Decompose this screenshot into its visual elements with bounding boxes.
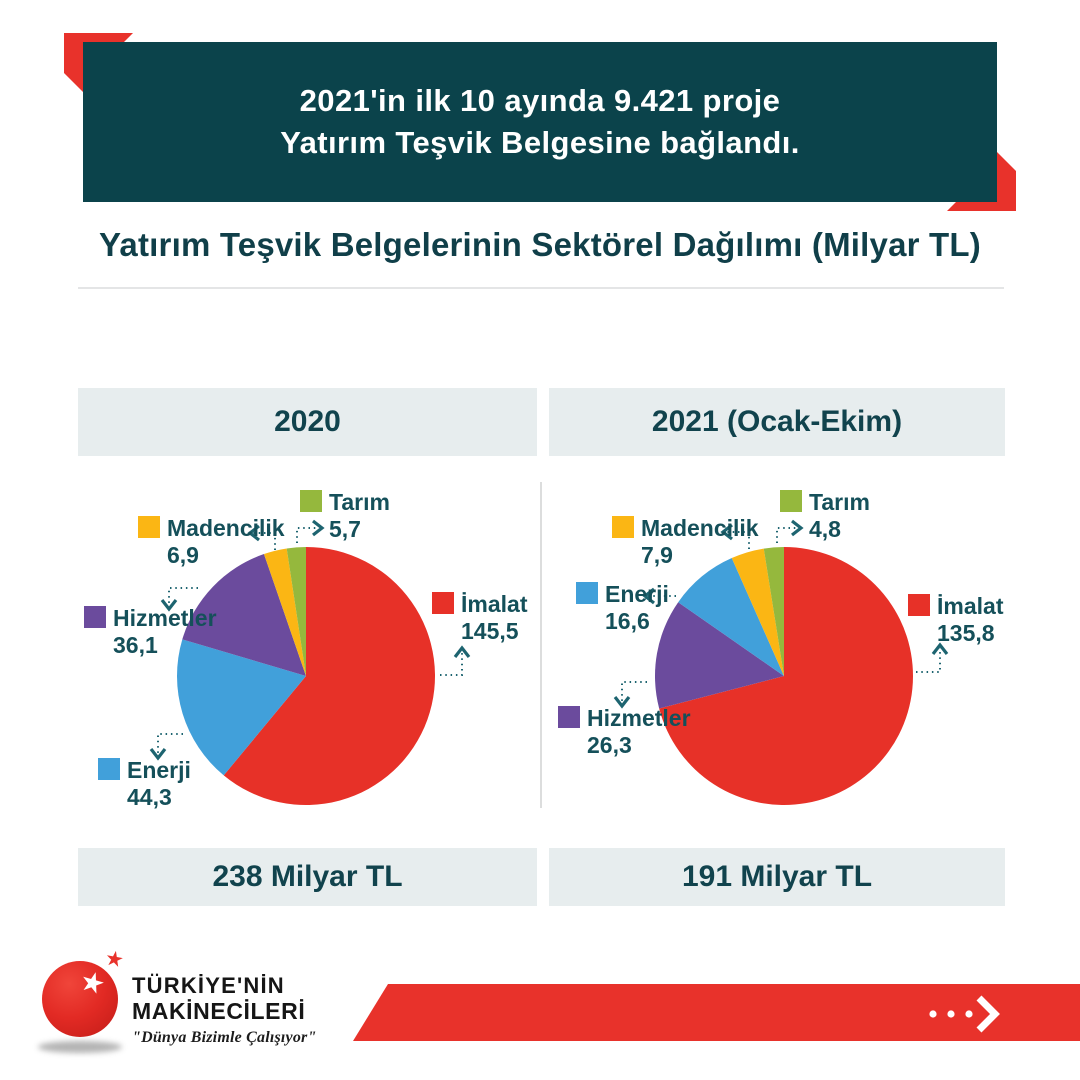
pie-label-tarim: Tarım 4,8 <box>780 490 870 541</box>
legend-swatch-hizmetler <box>84 606 106 628</box>
slice-name: İmalat <box>461 591 528 617</box>
pie-chart-2021 <box>613 519 949 805</box>
brand-lockup: TÜRKİYE'NİN MAKİNECİLERİ "Dünya Bizimle … <box>132 975 317 1047</box>
legend-swatch-tarim <box>780 490 802 512</box>
slice-value: 6,9 <box>167 542 199 569</box>
legend-swatch-imalat <box>908 594 930 616</box>
pie-label-hizmetler: Hizmetler 36,1 <box>84 606 217 657</box>
slice-name: Tarım <box>329 489 390 515</box>
chart-panel-2020: Tarım 5,7 Madencilik 6,9 Hizmetler 36,1 … <box>78 460 538 850</box>
total-2020: 238 Milyar TL <box>78 848 537 906</box>
legend-swatch-madencilik <box>138 516 160 538</box>
pie-label-hizmetler: Hizmetler 26,3 <box>558 706 691 757</box>
pie-slice-tarım <box>763 547 784 676</box>
slice-name: Enerji <box>605 581 669 607</box>
leader-line <box>440 645 471 676</box>
pie-label-enerji: Enerji 16,6 <box>576 582 669 633</box>
pie-slice-tarım <box>286 547 306 676</box>
pie-slice-enerji <box>678 558 784 676</box>
slice-value: 26,3 <box>587 732 632 759</box>
total-2021: 191 Milyar TL <box>549 848 1005 906</box>
panel-divider <box>540 482 542 808</box>
slice-value: 5,7 <box>329 516 361 543</box>
slice-value: 16,6 <box>605 608 650 635</box>
legend-swatch-tarim <box>300 490 322 512</box>
leader-line <box>613 681 647 709</box>
brand-logo-circle <box>42 961 118 1037</box>
leader-line <box>160 587 198 612</box>
pie-slice-hizmetler <box>182 554 306 676</box>
banner-title-line2: Yatırım Teşvik Belgesine bağlandı. <box>280 125 800 160</box>
slice-name: Enerji <box>127 757 191 783</box>
slice-name: İmalat <box>937 593 1004 619</box>
legend-swatch-imalat <box>432 592 454 614</box>
pie-slice-enerji <box>177 639 306 776</box>
banner-title-line1: 2021'in ilk 10 ayında 9.421 proje <box>299 82 781 118</box>
pie-slice-i̇malat <box>659 547 913 805</box>
slice-name: Madencilik <box>641 515 759 541</box>
pie-slice-i̇malat <box>223 547 436 805</box>
pie-label-madencilik: Madencilik 7,9 <box>612 516 759 567</box>
pie-label-imalat: İmalat 135,8 <box>908 594 1003 645</box>
panel-header-2021: 2021 (Ocak-Ekim) <box>549 388 1005 456</box>
slice-value: 44,3 <box>127 784 172 811</box>
slice-value: 7,9 <box>641 542 673 569</box>
logo-shadow <box>38 1041 122 1053</box>
subtitle-divider <box>78 287 1004 289</box>
pie-label-madencilik: Madencilik 6,9 <box>138 516 285 567</box>
pie-slice-hizmetler <box>654 602 784 709</box>
slice-value: 36,1 <box>113 632 158 659</box>
footer-ribbon <box>353 984 1080 1041</box>
slice-name: Hizmetler <box>587 705 691 731</box>
slice-name: Hizmetler <box>113 605 217 631</box>
pie-slice-madencilik <box>731 548 784 676</box>
banner: 2021'in ilk 10 ayında 9.421 proje Yatırı… <box>83 42 997 202</box>
leader-line <box>247 524 276 550</box>
pie-chart-2020 <box>149 519 471 805</box>
slice-name: Tarım <box>809 489 870 515</box>
brand-tagline: "Dünya Bizimle Çalışıyor" <box>132 1029 317 1046</box>
slice-value: 145,5 <box>461 618 519 645</box>
legend-swatch-enerji <box>576 582 598 604</box>
leader-line <box>149 733 183 761</box>
leader-line <box>916 642 949 673</box>
slice-name: Madencilik <box>167 515 285 541</box>
pie-label-enerji: Enerji 44,3 <box>98 758 191 809</box>
legend-swatch-madencilik <box>612 516 634 538</box>
next-arrow-icon[interactable] <box>925 994 1001 1034</box>
star-icon: ★ <box>103 946 126 973</box>
pie-slice-madencilik <box>263 548 306 676</box>
brand-name-line2: MAKİNECİLERİ <box>132 998 306 1024</box>
slice-value: 4,8 <box>809 516 841 543</box>
legend-swatch-hizmetler <box>558 706 580 728</box>
brand-name-line1: TÜRKİYE'NİN <box>132 973 285 998</box>
legend-swatch-enerji <box>98 758 120 780</box>
chart-panel-2021: Tarım 4,8 Madencilik 7,9 Enerji 16,6 Hiz… <box>548 460 1008 850</box>
page-title: Yatırım Teşvik Belgelerinin Sektörel Dağ… <box>99 226 981 263</box>
slice-value: 135,8 <box>937 620 995 647</box>
panel-header-2020: 2020 <box>78 388 537 456</box>
leader-line <box>720 523 750 549</box>
pie-label-tarim: Tarım 5,7 <box>300 490 390 541</box>
pie-label-imalat: İmalat 145,5 <box>432 592 527 643</box>
